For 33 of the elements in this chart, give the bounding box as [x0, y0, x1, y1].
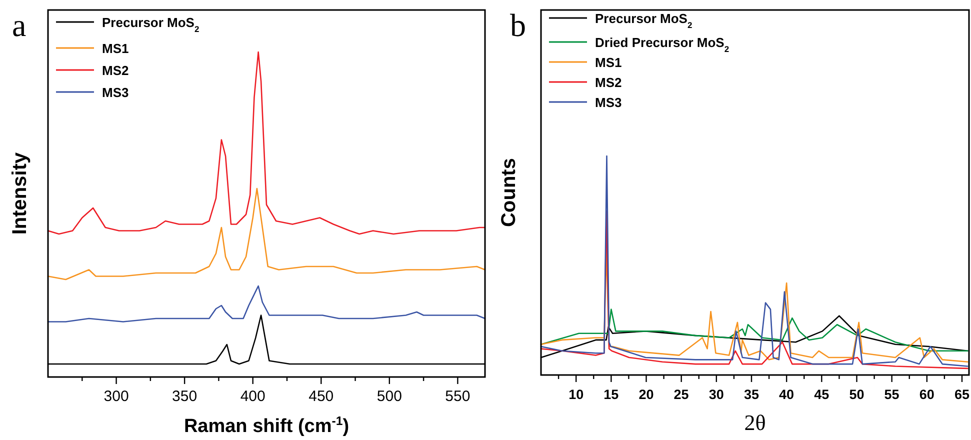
x-tick-label: 300: [104, 388, 129, 405]
x-tick-label: 50: [849, 387, 864, 402]
legend-label: Precursor MoS$_{2}$: [595, 11, 692, 30]
y-axis-title: Intensity: [9, 152, 31, 235]
legend-label: MS3: [102, 85, 129, 100]
x-axis-title: Raman shift (cm$^{-1}$): [184, 414, 350, 437]
x-tick-label: 20: [638, 387, 654, 402]
x-tick-label: 30: [708, 387, 724, 402]
legend-label: MS1: [102, 41, 129, 56]
x-tick-label: 65: [954, 387, 970, 402]
x-tick-label: 400: [240, 388, 266, 405]
x-tick-label: 450: [308, 388, 334, 405]
x-axis-title: 2θ: [744, 410, 766, 435]
text: b: [510, 7, 526, 43]
x-tick-label: 40: [779, 387, 794, 402]
x-tick-label: 500: [376, 388, 402, 405]
x-tick-label: 35: [744, 387, 760, 402]
x-tick-label: 550: [445, 388, 470, 405]
legend-label: MS2: [595, 75, 622, 90]
legend-label: MS2: [102, 63, 129, 78]
text: a: [12, 7, 26, 43]
x-tick-label: 10: [568, 387, 584, 402]
x-tick-label: 15: [604, 387, 620, 402]
legend-label: MS3: [595, 95, 622, 110]
x-tick-label: 55: [884, 387, 900, 402]
legend-label: Dried Precursor MoS$_{2}$: [595, 35, 730, 54]
legend-label: Precursor MoS$_{2}$: [102, 15, 200, 34]
legend-label: MS1: [595, 55, 622, 70]
x-tick-label: 25: [674, 387, 690, 402]
x-tick-label: 45: [814, 387, 830, 402]
x-tick-label: 350: [172, 388, 198, 405]
y-axis-title: Counts: [498, 158, 520, 227]
x-tick-label: 60: [919, 387, 934, 402]
